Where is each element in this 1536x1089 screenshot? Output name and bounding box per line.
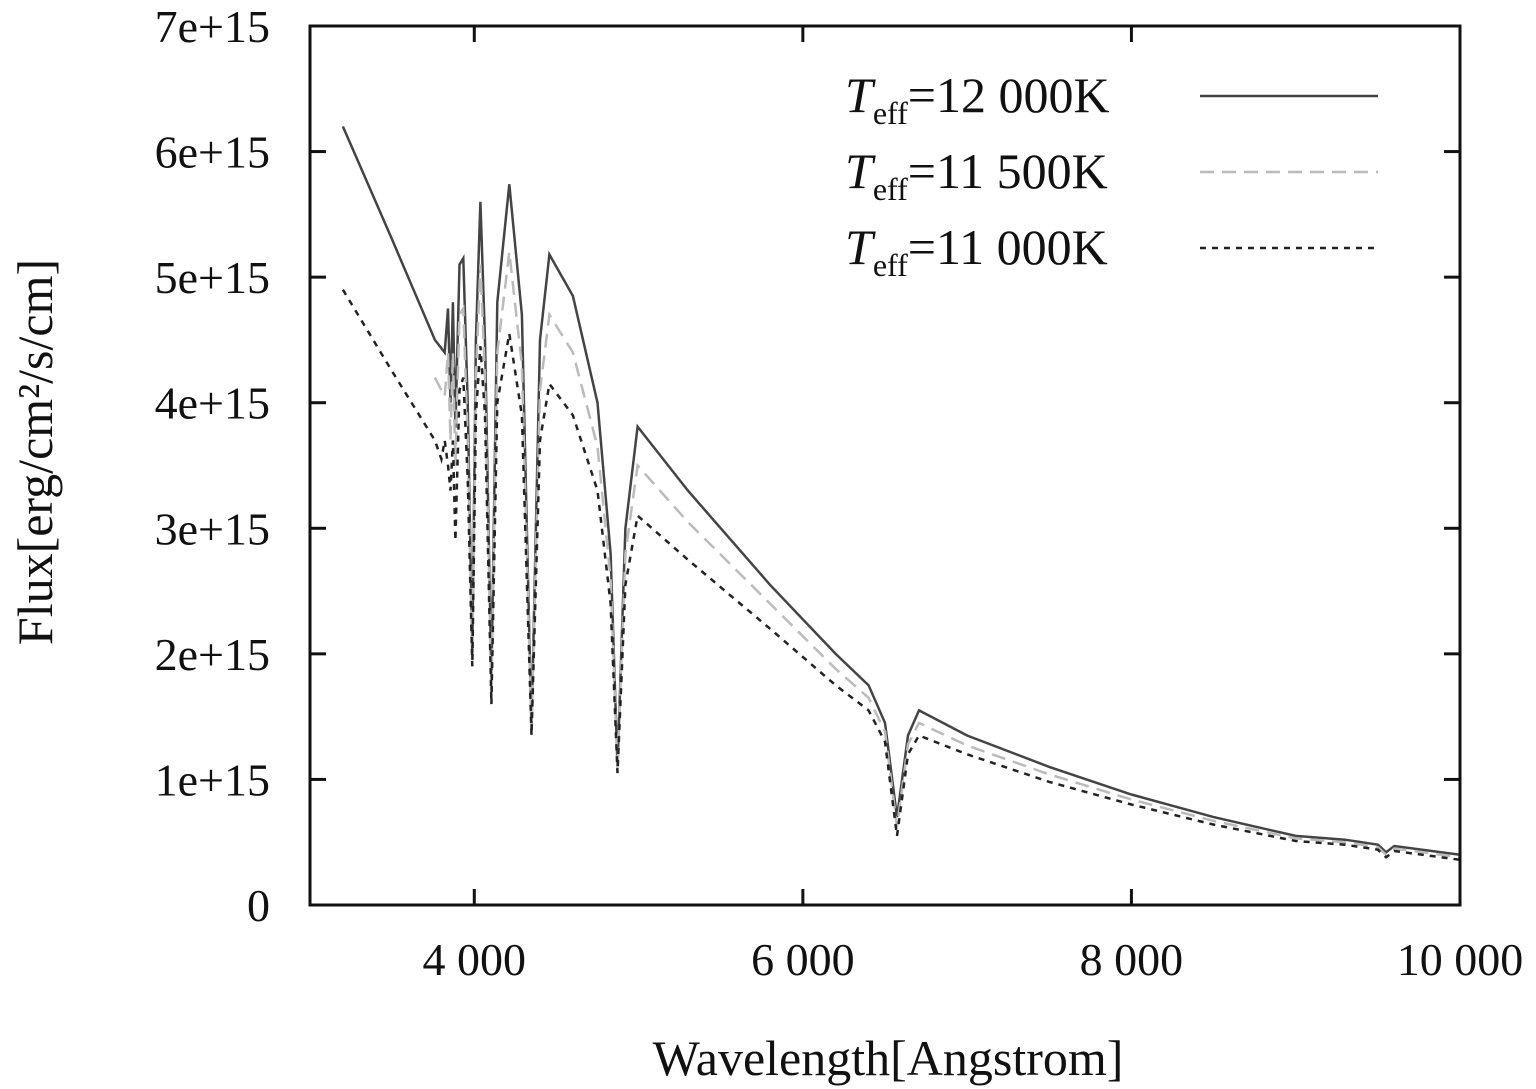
y-tick-label: 3e+15 [155, 503, 270, 554]
legend-label-1: Teff=11 500K [845, 143, 1108, 207]
y-tick-label: 1e+15 [155, 754, 270, 805]
plot-frame [308, 24, 1462, 907]
y-tick-label: 2e+15 [155, 629, 270, 680]
y-axis-label: Flux[erg/cm²/s/cm] [7, 259, 63, 645]
legend-label-0: Teff=12 000K [845, 67, 1110, 131]
x-tick-label: 10 000 [1397, 934, 1524, 985]
legend-label-2: Teff=11 000K [845, 219, 1108, 283]
x-axis-label: Wavelength[Angstrom] [653, 1030, 1124, 1086]
y-tick-label: 7e+15 [155, 1, 270, 52]
x-tick-label: 8 000 [1080, 934, 1184, 985]
series-line-2 [341, 289, 1461, 862]
y-tick-label: 0 [247, 880, 270, 931]
series-line-1 [433, 251, 1461, 859]
legend: Teff=12 000K Teff=11 500K Teff=11 000K [845, 67, 1378, 283]
y-tick-label: 5e+15 [155, 252, 270, 303]
y-tick-label: 6e+15 [155, 127, 270, 178]
axis-ticks: 4 000 6 000 8 000 10 000 0 1e+15 2e+15 3e+15 4e+… [155, 1, 1524, 985]
y-tick-label: 4e+15 [155, 378, 270, 429]
x-tick-label: 6 000 [751, 934, 855, 985]
series-line-0 [341, 126, 1461, 857]
series-lines [341, 126, 1461, 862]
x-tick-label: 4 000 [423, 934, 527, 985]
